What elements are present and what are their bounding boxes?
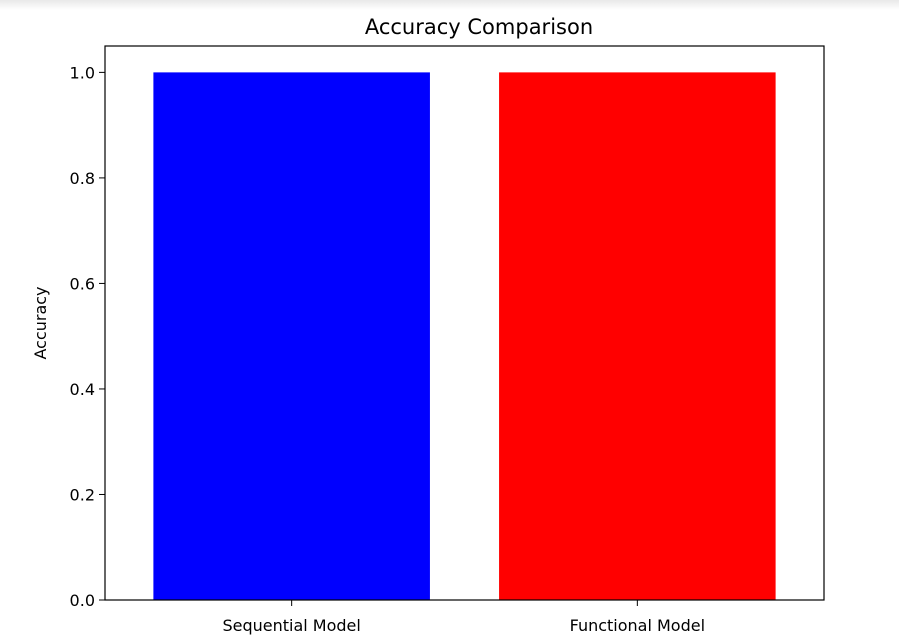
- x-tick-label: Functional Model: [570, 616, 705, 635]
- y-axis-label: Accuracy: [31, 286, 50, 359]
- plot-area-frame: [104, 45, 825, 601]
- y-tick-label: 0.8: [70, 169, 95, 188]
- y-tick-label: 0.4: [70, 380, 95, 399]
- bar-sequential-model: [153, 72, 430, 600]
- chart-title: Accuracy Comparison: [365, 15, 593, 39]
- y-tick-label: 1.0: [70, 63, 95, 82]
- x-axis-ticks: Sequential Model Functional Model: [222, 600, 705, 635]
- y-tick-label: 0.0: [70, 591, 95, 610]
- window-top-edge: [0, 0, 899, 10]
- y-tick-label: 0.2: [70, 485, 95, 504]
- bar-functional-model: [499, 72, 776, 600]
- y-axis-ticks: 0.0 0.2 0.4 0.6 0.8 1.0: [70, 63, 105, 610]
- y-tick-label: 0.6: [70, 274, 95, 293]
- x-tick-label: Sequential Model: [222, 616, 360, 635]
- bars-group: [153, 72, 776, 600]
